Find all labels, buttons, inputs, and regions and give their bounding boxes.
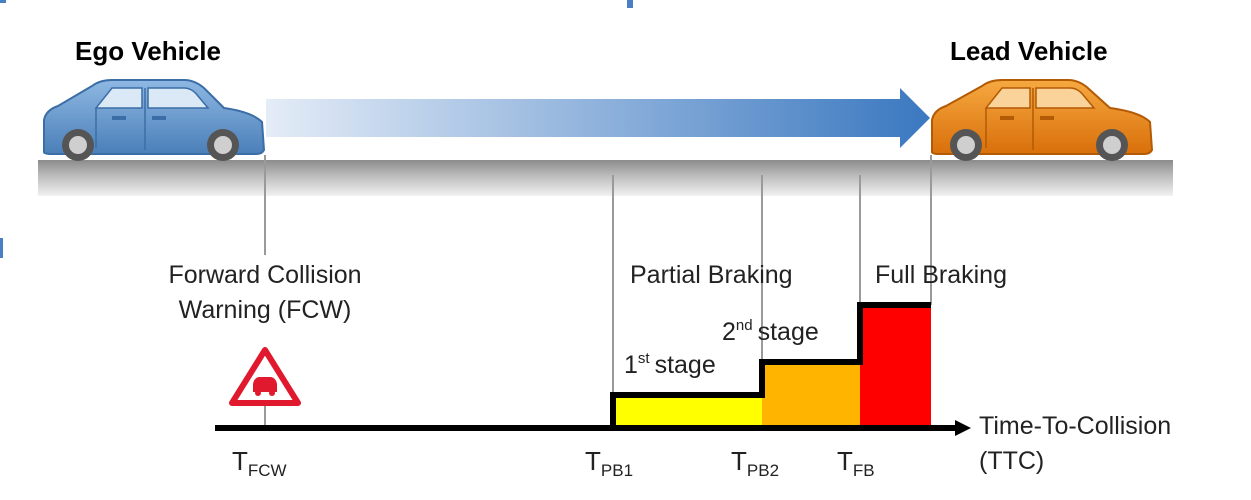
progress-arrow bbox=[266, 88, 930, 148]
road bbox=[38, 160, 1173, 196]
tick-label-pb1: TPB1 bbox=[585, 446, 633, 480]
collision-warning-triangle-icon bbox=[229, 347, 301, 406]
edge-mark-top-middle bbox=[627, 0, 633, 8]
full-brake-region bbox=[860, 305, 931, 428]
stage1-brake-region bbox=[613, 395, 762, 428]
fcw-label-line2: Warning (FCW) bbox=[179, 296, 352, 324]
stage2-brake-region bbox=[762, 362, 860, 428]
fcw-label-line1: Forward Collision bbox=[168, 261, 361, 289]
edge-mark-top-left bbox=[0, 0, 6, 3]
stage1-label: 1st stage bbox=[624, 350, 716, 379]
stage2-label: 2nd stage bbox=[722, 317, 819, 346]
full-braking-label: Full Braking bbox=[875, 261, 1007, 289]
ego-vehicle-label: Ego Vehicle bbox=[75, 36, 221, 66]
lead-vehicle-label: Lead Vehicle bbox=[950, 36, 1108, 66]
tick-label-fb: TFB bbox=[837, 446, 875, 480]
edge-mark-left bbox=[0, 238, 3, 258]
ego-car-icon bbox=[43, 79, 266, 161]
braking-step-profile bbox=[610, 302, 931, 428]
ttc-axis-label-line1: Time-To-Collision bbox=[979, 412, 1171, 440]
tick-label-fcw: TFCW bbox=[232, 446, 287, 480]
ttc-axis-arrowhead bbox=[955, 420, 971, 436]
tick-label-pb2: TPB2 bbox=[731, 446, 779, 480]
ttc-axis-label-line2: (TTC) bbox=[979, 447, 1044, 475]
lead-car-icon bbox=[931, 79, 1154, 161]
partial-braking-label: Partial Braking bbox=[630, 261, 793, 289]
